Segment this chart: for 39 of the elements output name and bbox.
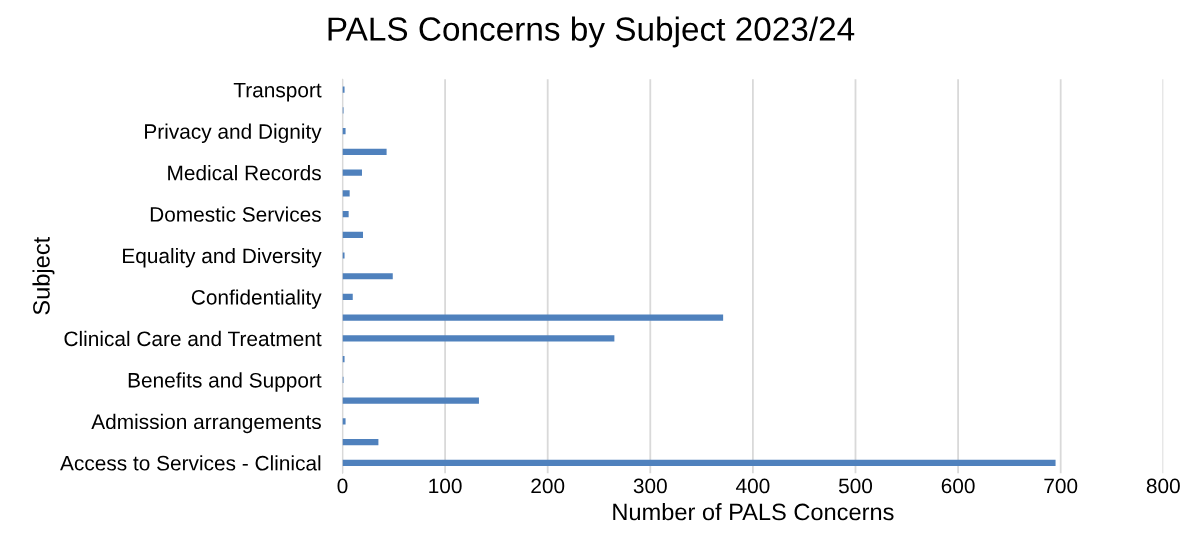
bar (342, 397, 479, 404)
x-tick-label: 0 (337, 478, 348, 494)
bar (342, 169, 362, 176)
x-tick-label: 200 (531, 478, 565, 494)
y-tick-label: Access to Services - Clinical (60, 455, 321, 471)
x-axis-title: Number of PALS Concerns (613, 502, 894, 521)
y-axis-title: Subject (32, 237, 55, 315)
bar (342, 314, 724, 321)
bar (342, 438, 379, 446)
bar (342, 356, 345, 363)
bar (342, 231, 364, 238)
y-tick-label: Transport (233, 82, 322, 102)
bar (342, 190, 350, 197)
bar (342, 86, 345, 93)
x-tick-label: 500 (838, 478, 873, 494)
bar (342, 418, 346, 425)
bar (342, 128, 346, 135)
bar (342, 335, 615, 342)
x-tick-label: 700 (1044, 478, 1078, 494)
bar (342, 252, 345, 259)
bar (342, 293, 353, 301)
y-tick-label: Domestic Services (150, 206, 321, 222)
y-tick-label: Privacy and Dignity (145, 123, 322, 144)
bar (342, 459, 1056, 466)
y-tick-label: Benefits and Support (128, 372, 322, 392)
x-tick-label: 400 (735, 478, 770, 494)
x-tick-label: 100 (429, 478, 462, 494)
y-tick-label: Confidentiality (191, 289, 322, 309)
bar (342, 273, 393, 280)
bar (342, 210, 349, 218)
chart-title: PALS Concerns by Subject 2023/24 (328, 16, 855, 48)
y-tick-label: Equality and Diversity (123, 247, 322, 268)
y-tick-label: Medical Records (168, 165, 321, 181)
y-tick-label: Admission arrangements (91, 413, 321, 434)
x-tick-label: 300 (633, 478, 667, 494)
x-tick-label: 600 (941, 478, 975, 494)
y-tick-label: Clinical Care and Treatment (64, 330, 322, 347)
bar (342, 148, 387, 155)
x-tick-label: 800 (1146, 478, 1180, 494)
